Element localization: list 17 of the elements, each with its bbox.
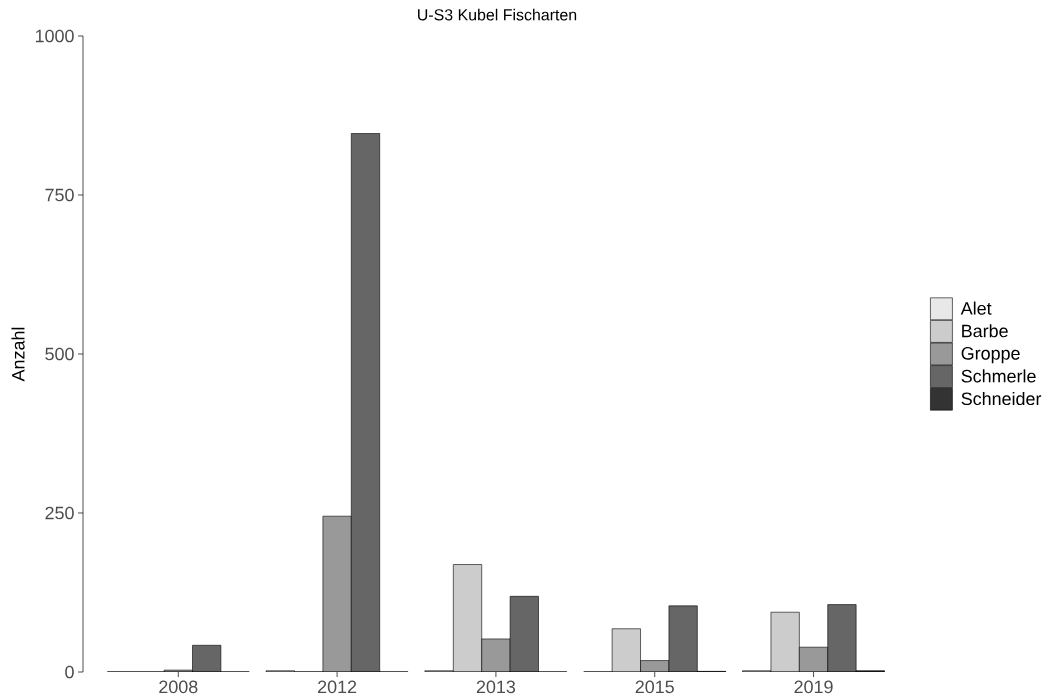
x-tick-label: 2019	[794, 680, 833, 694]
legend-label: Alet	[960, 301, 992, 315]
legend-label: Schneider	[961, 391, 1042, 406]
legend-label: Barbe	[962, 324, 1008, 338]
y-tick-label: 500	[45, 347, 74, 361]
legend-label: Groppe	[961, 346, 1020, 364]
x-tick-label: 2013	[476, 680, 516, 694]
x-tick-label: 2012	[318, 680, 357, 694]
y-tick-label: 0	[65, 665, 74, 679]
chart-title: U-S3 Kubel Fischarten	[418, 8, 577, 21]
y-tick-label: 250	[45, 506, 74, 520]
y-tick-label: 1000	[35, 29, 74, 43]
x-tick-label: 2015	[635, 680, 674, 694]
legend-label: Schmerle	[961, 369, 1036, 383]
y-axis-title: Anzahl	[11, 327, 25, 382]
x-tick-label: 2008	[159, 680, 198, 694]
y-tick-label: 750	[45, 188, 74, 202]
